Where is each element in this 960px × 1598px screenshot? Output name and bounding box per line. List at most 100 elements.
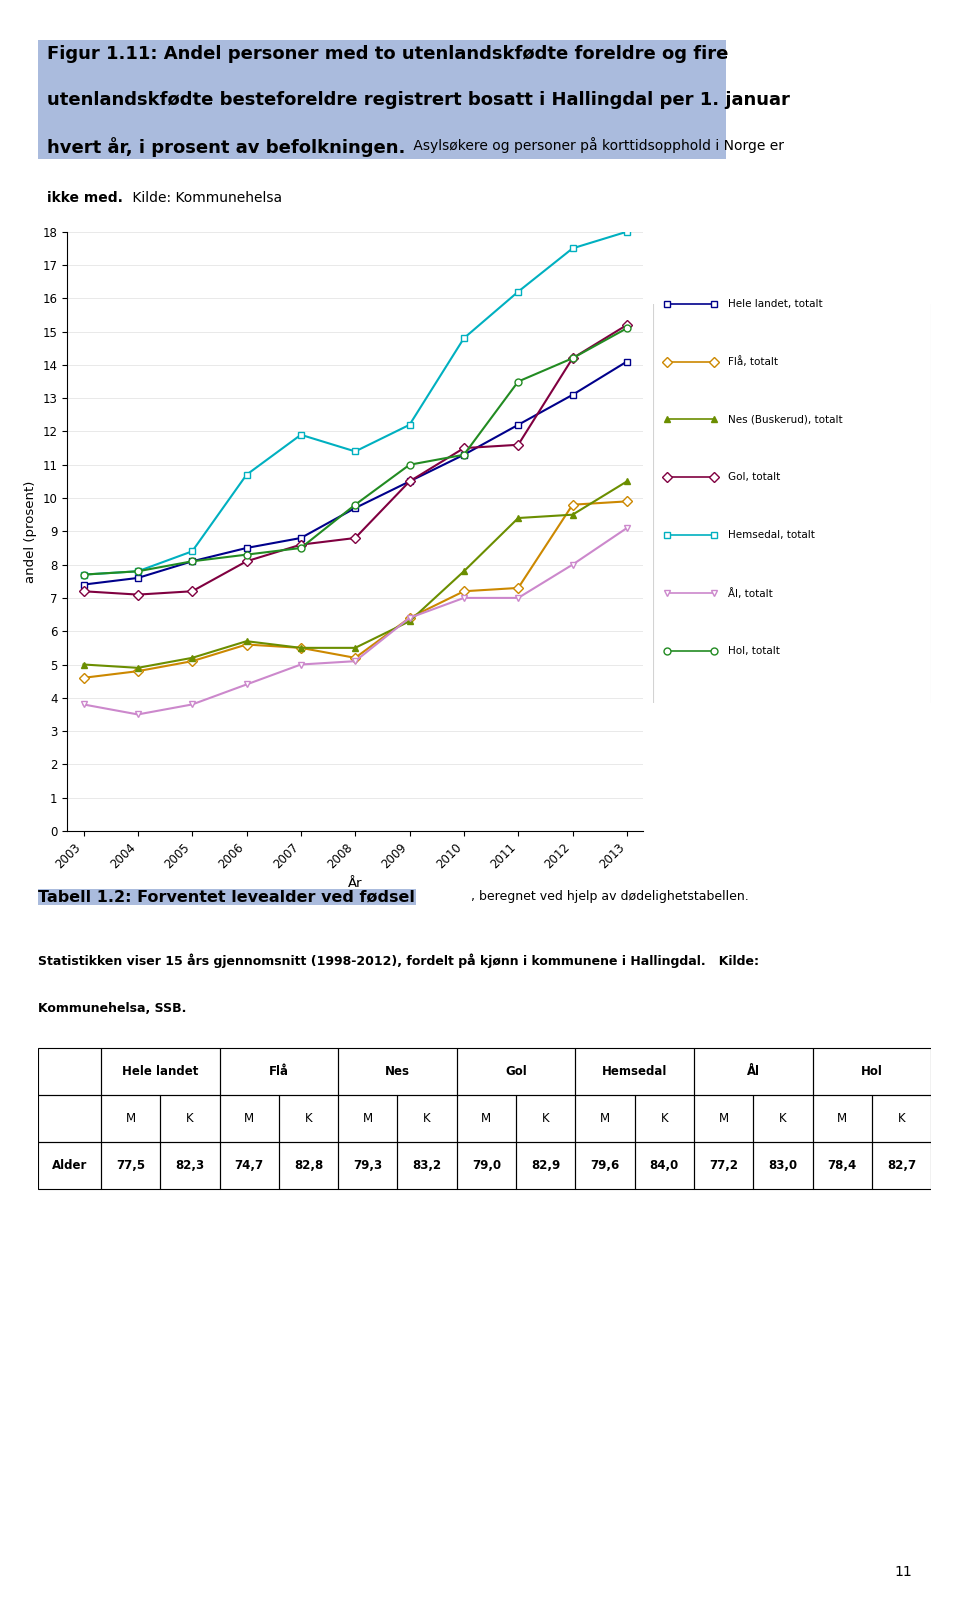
Gol, totalt xyxy=(295,535,306,555)
Flå, totalt xyxy=(458,582,469,601)
Ål, totalt xyxy=(241,674,252,694)
Hol, totalt xyxy=(621,318,633,337)
Text: utenlandskfødte besteforeldre registrert bosatt i Hallingdal per 1. januar: utenlandskfødte besteforeldre registrert… xyxy=(47,91,790,109)
Text: 79,0: 79,0 xyxy=(471,1159,501,1171)
Text: M: M xyxy=(244,1112,254,1125)
Bar xyxy=(220,1048,338,1095)
Bar xyxy=(38,40,726,160)
Text: Gol, totalt: Gol, totalt xyxy=(728,473,780,483)
Nes (Buskerud), totalt xyxy=(132,658,144,678)
Nes (Buskerud), totalt xyxy=(295,638,306,657)
Gol, totalt xyxy=(513,435,524,454)
Bar xyxy=(220,1095,278,1143)
Hele landet, totalt xyxy=(458,446,469,465)
Text: K: K xyxy=(541,1112,549,1125)
Text: Flå, totalt: Flå, totalt xyxy=(728,356,778,368)
Bar xyxy=(38,1095,101,1143)
Bar xyxy=(812,1143,872,1189)
Text: Alder: Alder xyxy=(52,1159,87,1171)
Text: Gol: Gol xyxy=(505,1064,527,1077)
Text: , beregnet ved hjelp av dødelighetstabellen.: , beregnet ved hjelp av dødelighetstabel… xyxy=(471,890,749,903)
Text: K: K xyxy=(304,1112,312,1125)
Hol, totalt xyxy=(132,562,144,582)
Flå, totalt xyxy=(241,634,252,654)
Ål, totalt xyxy=(186,695,198,714)
Text: M: M xyxy=(719,1112,729,1125)
Bar xyxy=(754,1143,812,1189)
Hele landet, totalt xyxy=(78,575,89,594)
Gol, totalt xyxy=(78,582,89,601)
Hemsedal, totalt xyxy=(458,329,469,348)
Bar xyxy=(635,1095,694,1143)
Nes (Buskerud), totalt xyxy=(241,631,252,650)
Text: M: M xyxy=(600,1112,610,1125)
Text: 82,9: 82,9 xyxy=(531,1159,561,1171)
Nes (Buskerud), totalt xyxy=(186,649,198,668)
Bar xyxy=(457,1143,516,1189)
Nes (Buskerud), totalt xyxy=(513,508,524,527)
Bar xyxy=(338,1048,457,1095)
Hemsedal, totalt xyxy=(295,425,306,444)
Bar xyxy=(575,1095,635,1143)
Text: Hol: Hol xyxy=(861,1064,883,1077)
Bar xyxy=(575,1048,694,1095)
Nes (Buskerud), totalt xyxy=(458,562,469,582)
Bar xyxy=(38,1048,101,1095)
Text: Hemsedal, totalt: Hemsedal, totalt xyxy=(728,531,815,540)
Text: Ål, totalt: Ål, totalt xyxy=(728,588,773,599)
Text: 74,7: 74,7 xyxy=(234,1159,264,1171)
Text: Kommunehelsa, SSB.: Kommunehelsa, SSB. xyxy=(38,1002,187,1015)
Text: K: K xyxy=(186,1112,194,1125)
Hemsedal, totalt xyxy=(621,222,633,241)
Text: hvert år, i prosent av befolkningen.: hvert år, i prosent av befolkningen. xyxy=(47,137,406,157)
Nes (Buskerud), totalt xyxy=(404,612,416,631)
Hol, totalt xyxy=(78,566,89,585)
Text: Ål: Ål xyxy=(747,1064,759,1077)
Gol, totalt xyxy=(404,471,416,491)
Hele landet, totalt xyxy=(295,529,306,548)
Bar xyxy=(694,1143,754,1189)
Bar xyxy=(38,1143,101,1189)
Line: Hol, totalt: Hol, totalt xyxy=(80,324,631,578)
Bar xyxy=(516,1143,575,1189)
Ål, totalt xyxy=(404,609,416,628)
Flå, totalt xyxy=(132,662,144,681)
Bar xyxy=(101,1095,160,1143)
Bar xyxy=(397,1095,457,1143)
Text: M: M xyxy=(363,1112,372,1125)
Text: Figur 1.11: Andel personer med to utenlandskfødte foreldre og fire: Figur 1.11: Andel personer med to utenla… xyxy=(47,45,729,64)
Hele landet, totalt xyxy=(404,471,416,491)
Hemsedal, totalt xyxy=(404,415,416,435)
Bar xyxy=(635,1143,694,1189)
Hol, totalt xyxy=(404,455,416,475)
Hemsedal, totalt xyxy=(78,566,89,585)
Text: M: M xyxy=(126,1112,135,1125)
Text: K: K xyxy=(423,1112,431,1125)
Bar xyxy=(694,1095,754,1143)
Text: 11: 11 xyxy=(895,1564,912,1579)
Bar xyxy=(160,1143,220,1189)
Gol, totalt xyxy=(621,315,633,334)
Hol, totalt xyxy=(458,446,469,465)
Text: Tabell 1.2: Forventet levealder ved fødsel: Tabell 1.2: Forventet levealder ved føds… xyxy=(38,890,416,904)
Bar xyxy=(872,1143,931,1189)
X-axis label: År: År xyxy=(348,877,363,890)
Hemsedal, totalt xyxy=(513,283,524,302)
Ål, totalt xyxy=(621,518,633,537)
Hemsedal, totalt xyxy=(349,441,361,460)
Bar xyxy=(278,1095,338,1143)
Line: Flå, totalt: Flå, totalt xyxy=(80,499,631,681)
Text: Hele landet: Hele landet xyxy=(122,1064,199,1077)
Gol, totalt xyxy=(132,585,144,604)
Nes (Buskerud), totalt xyxy=(78,655,89,674)
Hele landet, totalt xyxy=(186,551,198,570)
Hol, totalt xyxy=(295,539,306,558)
Bar xyxy=(220,1143,278,1189)
Bar xyxy=(338,1095,397,1143)
Flå, totalt xyxy=(295,638,306,657)
Line: Hemsedal, totalt: Hemsedal, totalt xyxy=(80,229,631,578)
Bar xyxy=(812,1048,931,1095)
Text: 83,2: 83,2 xyxy=(413,1159,442,1171)
Hol, totalt xyxy=(241,545,252,564)
Hele landet, totalt xyxy=(241,539,252,558)
